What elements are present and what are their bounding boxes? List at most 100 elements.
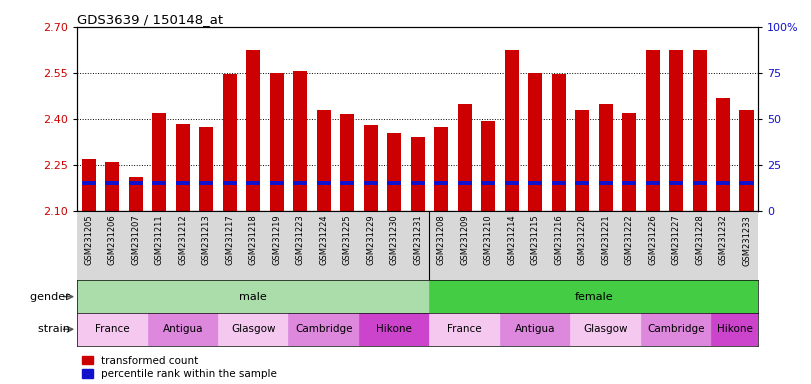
Bar [504,50,519,211]
Text: Antigua: Antigua [162,324,203,334]
Text: France: France [95,324,130,334]
Bar [359,313,429,346]
Bar [82,181,96,185]
Bar [105,162,119,211]
Bar [293,181,307,185]
Text: GSM231211: GSM231211 [155,215,164,265]
Text: GSM231220: GSM231220 [577,215,586,265]
Bar [410,181,425,185]
Bar [711,313,758,346]
Text: Antigua: Antigua [515,324,556,334]
Text: GSM231228: GSM231228 [695,215,704,265]
Bar [716,181,730,185]
Bar [457,104,472,211]
Bar [622,181,636,185]
Text: GSM231222: GSM231222 [624,215,633,265]
Bar [646,50,659,211]
Text: GSM231207: GSM231207 [131,215,140,265]
Bar [340,181,354,185]
Bar [270,181,284,185]
Bar [340,114,354,211]
Bar [223,181,237,185]
Text: gender: gender [30,291,73,302]
Text: GSM231218: GSM231218 [249,215,258,265]
Text: GSM231233: GSM231233 [742,215,751,265]
Bar [500,313,570,346]
Bar [247,181,260,185]
Text: Cambridge: Cambridge [295,324,353,334]
Bar [693,50,706,211]
Bar [218,313,289,346]
Text: Glasgow: Glasgow [231,324,276,334]
Bar [481,121,496,211]
Bar [152,181,166,185]
Bar [200,181,213,185]
Bar [575,110,589,211]
Bar [363,125,378,211]
Bar [693,181,706,185]
Text: GSM231209: GSM231209 [460,215,469,265]
Bar [740,110,753,211]
Bar [82,159,96,211]
Bar [247,50,260,211]
Bar [176,124,190,211]
Text: GSM231229: GSM231229 [367,215,375,265]
Bar [410,137,425,211]
Bar [599,104,612,211]
Bar [429,280,758,313]
Bar [716,98,730,211]
Text: Cambridge: Cambridge [647,324,705,334]
Text: GSM231208: GSM231208 [436,215,446,265]
Bar [77,313,148,346]
Text: GSM231216: GSM231216 [554,215,563,265]
Bar [176,181,190,185]
Bar [622,113,636,211]
Text: GSM231230: GSM231230 [389,215,399,265]
Text: Hikone: Hikone [376,324,412,334]
Text: Hikone: Hikone [717,324,753,334]
Bar [105,181,119,185]
Text: GSM231221: GSM231221 [601,215,610,265]
Bar [457,181,472,185]
Bar [316,110,331,211]
Bar [129,181,143,185]
Text: France: France [448,324,482,334]
Text: GSM231206: GSM231206 [108,215,117,265]
Bar [504,181,519,185]
Text: GDS3639 / 150148_at: GDS3639 / 150148_at [77,13,223,26]
Bar [570,313,641,346]
Text: GSM231232: GSM231232 [719,215,727,265]
Text: GSM231217: GSM231217 [225,215,234,265]
Bar [429,313,500,346]
Bar [270,73,284,211]
Bar [293,71,307,211]
Bar [223,74,237,211]
Bar [152,113,166,211]
Bar [669,181,683,185]
Bar [528,73,543,211]
Bar [289,313,359,346]
Text: GSM231210: GSM231210 [483,215,492,265]
Text: GSM231227: GSM231227 [672,215,680,265]
Bar [77,280,429,313]
Bar [575,181,589,185]
Bar [148,313,218,346]
Bar [599,181,612,185]
Bar [646,181,659,185]
Text: male: male [239,291,267,302]
Bar [641,313,711,346]
Legend: transformed count, percentile rank within the sample: transformed count, percentile rank withi… [82,356,277,379]
Text: GSM231214: GSM231214 [507,215,516,265]
Bar [387,133,401,211]
Text: GSM231223: GSM231223 [296,215,305,265]
Text: GSM231215: GSM231215 [530,215,539,265]
Text: GSM231226: GSM231226 [648,215,657,265]
Bar [669,50,683,211]
Text: GSM231225: GSM231225 [343,215,352,265]
Text: Glasgow: Glasgow [583,324,628,334]
Bar [740,181,753,185]
Bar [434,127,448,211]
Text: GSM231213: GSM231213 [202,215,211,265]
Bar [434,181,448,185]
Bar [387,181,401,185]
